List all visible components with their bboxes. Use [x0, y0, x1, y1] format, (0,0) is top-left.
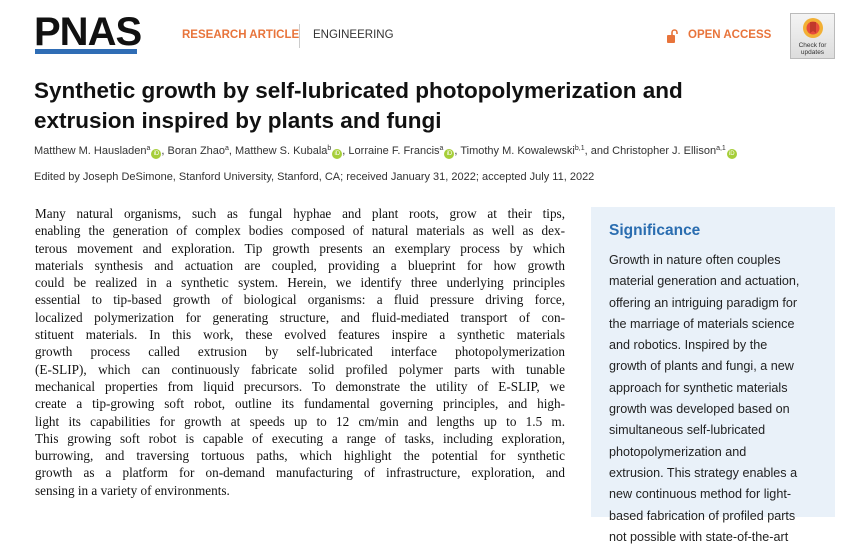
logo-bar — [35, 49, 137, 54]
affiliation-mark[interactable]: a,1 — [716, 145, 726, 152]
significance-body: Growth in nature often couples material g… — [609, 250, 799, 548]
separator: , — [161, 145, 168, 157]
check-updates-text-2: updates — [800, 49, 825, 56]
significance-line: the marriage of materials science — [609, 316, 795, 331]
author-link[interactable]: Matthew M. Hausladen — [34, 145, 147, 157]
abstract-line: could be realized in a synthetic system.… — [35, 275, 565, 291]
significance-line: new continuous method for light- — [609, 487, 792, 502]
significance-line: Growth in nature often couples — [609, 253, 781, 267]
significance-line: photopolymerization and — [609, 444, 747, 459]
orcid-icon[interactable]: iD — [726, 149, 737, 159]
abstract-line: terous movement and exploration. Tip gro… — [35, 240, 565, 256]
check-updates-text-1: Check for — [798, 42, 827, 49]
significance-box — [591, 207, 835, 517]
open-access-label[interactable]: OPEN ACCESS — [688, 29, 772, 41]
editor-dates: Edited by Joseph DeSimone, Stanford Univ… — [34, 171, 595, 183]
author-link[interactable]: Lorraine F. Francis — [348, 145, 440, 157]
orcid-icon[interactable]: iD — [444, 149, 455, 159]
abstract-line: light its capabilities for growth at spe… — [35, 413, 565, 429]
significance-line: growth was developed based on — [609, 402, 790, 417]
title-line: extrusion inspired by plants and fungi — [34, 108, 442, 133]
abstract-line: materials synthesis and actuation are co… — [35, 257, 565, 273]
significance-line: offering an intriguing paradigm for — [609, 295, 798, 310]
abstract-line: essential to tip-based growth of biologi… — [35, 292, 565, 308]
check-for-updates-badge[interactable]: Check for updates — [790, 13, 835, 59]
abstract-line: growth process called extrusion by self-… — [35, 344, 565, 360]
article-type-label[interactable]: RESEARCH ARTICLE — [182, 29, 300, 41]
abstract-line: Many natural organisms, such as fungal h… — [35, 206, 565, 221]
abstract-line: burrowing, and traversing tortuous paths… — [35, 448, 565, 464]
abstract-line: This growing soft robot is capable of ex… — [35, 430, 565, 446]
significance-line: not possible with state-of-the-art — [609, 529, 789, 544]
separator: , — [454, 145, 461, 157]
separator: , — [342, 145, 349, 157]
affiliation-mark[interactable]: a — [146, 145, 151, 152]
significance-line: approach for synthetic materials — [609, 380, 788, 395]
article-title: Synthetic growth by self-lubricated phot… — [34, 76, 814, 136]
abstract-line: sensing in a variety of environments. — [35, 482, 230, 498]
significance-line: based fabrication of profiled parts — [609, 508, 796, 523]
author-link[interactable]: Boran Zhao — [167, 145, 226, 157]
abstract-line: mechanical properties from liquid precur… — [35, 378, 565, 394]
abstract-line: create a tip-growing soft robot, outline… — [35, 396, 565, 412]
abstract-line: stituent materials. In this work, these … — [35, 327, 565, 343]
abstract: Many natural organisms, such as fungal h… — [35, 205, 565, 499]
affiliation-mark[interactable]: a — [225, 145, 229, 152]
author-link[interactable]: Matthew S. Kubala — [235, 145, 328, 157]
significance-line: and robotics. Inspired by the — [609, 338, 768, 353]
abstract-line: enabling the generation of complex bodie… — [35, 223, 565, 239]
section-label[interactable]: ENGINEERING — [313, 29, 394, 41]
title-line: Synthetic growth by self-lubricated phot… — [34, 78, 683, 103]
author-list: Matthew M. HausladenaiD, Boran Zhaoa, Ma… — [34, 145, 737, 159]
affiliation-mark[interactable]: b — [327, 145, 332, 152]
crossmark-icon — [802, 18, 823, 38]
significance-line: extrusion. This strategy enables a — [609, 465, 798, 480]
author-link[interactable]: Christopher J. Ellison — [612, 145, 717, 157]
divider — [299, 24, 300, 48]
orcid-icon[interactable]: iD — [151, 149, 162, 159]
affiliation-mark[interactable]: a — [439, 145, 444, 152]
open-lock-icon — [667, 29, 678, 43]
significance-line: material generation and actuation, — [609, 274, 800, 289]
significance-title: Significance — [609, 222, 701, 239]
separator: , and — [584, 145, 613, 157]
abstract-line: (E-SLIP), which can continuously fabrica… — [35, 361, 565, 377]
abstract-line: growth as a platform for on-demand manuf… — [35, 465, 565, 481]
significance-line: growth of plants and fungi, a new — [609, 359, 794, 374]
pnas-logo[interactable]: PNAS — [34, 10, 142, 54]
separator: , — [228, 145, 236, 157]
author-link[interactable]: Timothy M. Kowalewski — [460, 145, 575, 157]
abstract-line: localized polymerization for generating … — [35, 309, 565, 325]
orcid-icon[interactable]: iD — [332, 149, 343, 159]
significance-line: simultaneous self-lubricated — [609, 423, 766, 438]
affiliation-mark[interactable]: b,1 — [574, 145, 585, 152]
